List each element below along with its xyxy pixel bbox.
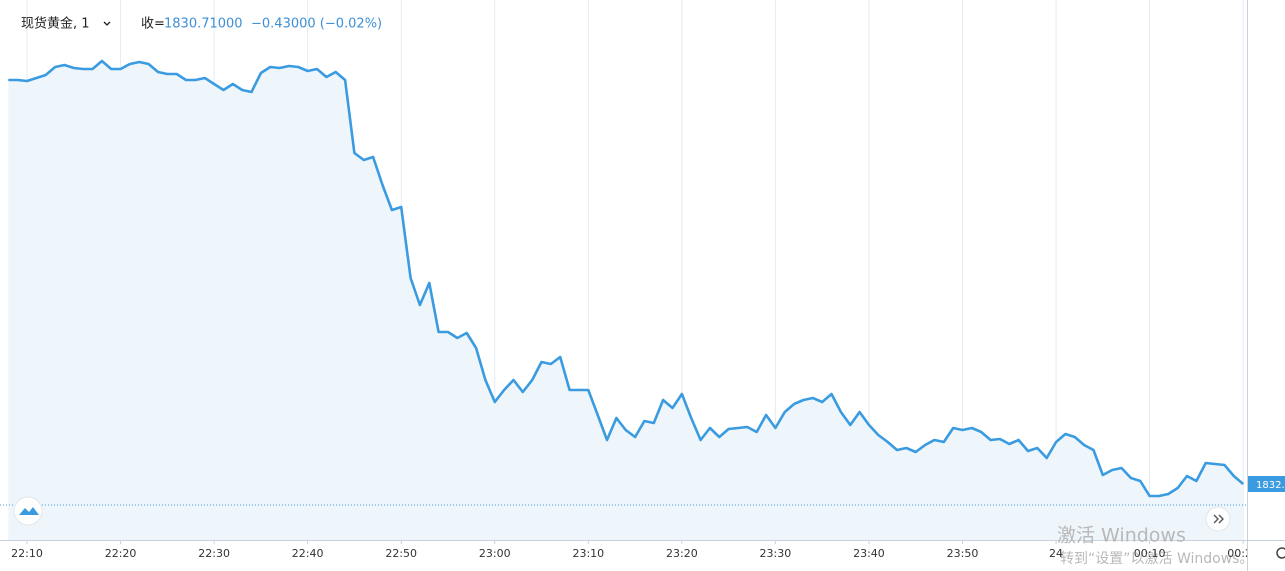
plot-area (8, 0, 1245, 540)
scroll-button[interactable] (1205, 506, 1231, 532)
price-scale (1248, 0, 1285, 540)
x-tick-label: 23:40 (853, 547, 885, 560)
x-tick-label: 23:20 (666, 547, 698, 560)
watermark-text: 转到“设置”以激活 Windows。 (1060, 550, 1253, 567)
settings-icon[interactable] (1276, 547, 1285, 559)
last-price-label: 1832.4 (1256, 480, 1285, 491)
x-tick-label: 22:30 (198, 547, 230, 560)
change-value: −0.43000 (−0.02%) (251, 17, 382, 32)
axis-cover (1248, 541, 1272, 571)
x-tick-label: 23:00 (479, 547, 511, 560)
logo-icon[interactable] (19, 507, 39, 515)
x-tick-label: 23:10 (572, 547, 604, 560)
x-tick-label: 23:30 (760, 547, 792, 560)
close-value: 1830.71000 (164, 17, 243, 32)
scroll-icon[interactable] (1213, 514, 1224, 524)
x-tick-label: 23:50 (947, 547, 979, 560)
x-tick-label: 00:10 (1134, 547, 1166, 560)
area (8, 61, 1244, 540)
x-tick-label: 24 (1049, 547, 1063, 560)
logo-button[interactable] (13, 496, 43, 526)
x-tick-label: 22:50 (385, 547, 417, 560)
symbol-dropdown[interactable] (103, 21, 111, 26)
close-label: 收= (141, 17, 165, 32)
last-price-box (1248, 476, 1285, 492)
x-tick-label: 22:40 (292, 547, 324, 560)
x-tick-label: 22:10 (11, 547, 43, 560)
price-line (8, 59, 1245, 498)
symbol[interactable]: 现货黄金, 1 (21, 16, 90, 32)
watermark-title: 激活 Windows (1057, 525, 1186, 547)
x-tick-label: 22:20 (105, 547, 137, 560)
